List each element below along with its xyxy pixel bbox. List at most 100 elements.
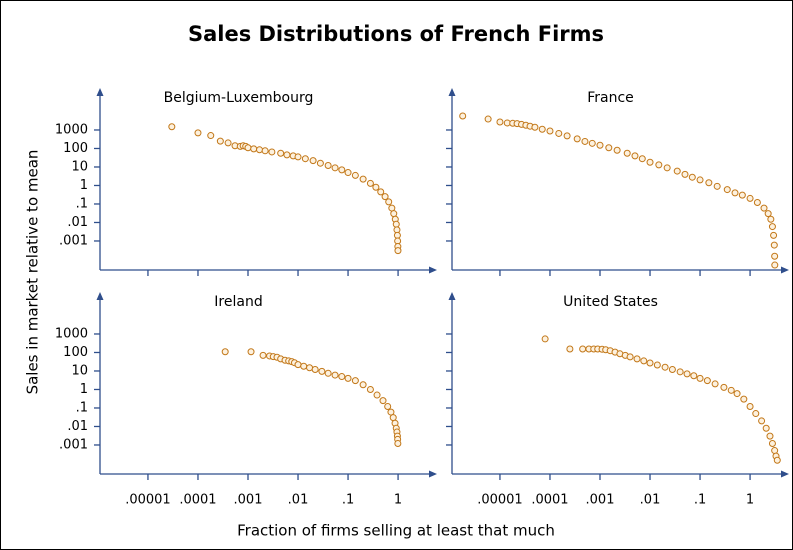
point [613,146,621,154]
point [773,456,781,464]
point [673,167,681,175]
point [760,204,768,212]
axis-arrow [781,266,789,274]
y-tick-label: 1 [80,178,88,193]
point [771,252,779,260]
y-tick-label: 1000 [55,326,88,341]
point [338,373,346,381]
point [377,188,385,196]
point [344,374,352,382]
point [484,115,492,123]
point [359,381,367,389]
point [381,193,389,201]
point [338,166,346,174]
point [581,137,589,145]
point [767,215,775,223]
point [723,186,731,194]
point [351,377,359,385]
point [633,355,641,363]
point [331,164,339,172]
point [596,141,604,149]
point [294,361,302,369]
axis-arrow [96,88,104,96]
point [294,153,302,161]
axis-arrow [429,266,437,274]
point [668,366,676,374]
point [194,129,202,137]
point [740,395,748,403]
point [638,155,646,163]
point [546,127,554,135]
x-tick-label: 1 [746,493,754,508]
point [250,145,258,153]
point [372,183,380,191]
point [531,123,539,131]
point [538,125,546,133]
x-tick-label: .00001 [125,493,171,508]
panel-title: Belgium-Luxembourg [164,90,314,106]
x-tick-label: .1 [342,493,354,508]
point [207,132,215,140]
y-tick-label: .001 [59,233,88,248]
point [676,368,684,376]
point [688,173,696,181]
point [771,447,779,455]
point [392,220,400,228]
point [311,366,319,374]
y-tick-label: .01 [67,215,88,230]
panel-title: United States [563,294,658,310]
point [746,403,754,411]
y-tick-label: 100 [63,141,88,156]
point [366,179,374,187]
point [738,191,746,199]
point [640,357,648,365]
point [753,199,761,207]
point [720,383,728,391]
axis-arrow [429,470,437,478]
y-tick-label: .1 [76,196,88,211]
y-tick-label: .01 [67,419,88,434]
point [394,247,402,255]
point [703,377,711,385]
x-tick-label: 1 [394,493,402,508]
point [770,241,778,249]
point [696,176,704,184]
point [309,157,317,165]
point [394,440,402,448]
point [496,118,504,126]
point [300,362,308,370]
point [696,374,704,382]
point [324,369,332,377]
point [626,353,634,361]
x-tick-label: .001 [586,493,615,508]
point [631,152,639,160]
point [579,345,587,353]
point [711,380,719,388]
point [588,139,596,147]
y-tick-label: 100 [63,345,88,360]
point [605,144,613,152]
point [351,171,359,179]
point [168,123,176,131]
point [283,151,291,159]
panel-title: France [587,90,634,106]
point [771,261,779,269]
y-tick-label: 1000 [55,122,88,137]
point [261,147,269,155]
point [256,146,264,154]
point [221,348,229,356]
y-tick-label: 1 [80,382,88,397]
point [573,135,581,143]
point [563,132,571,140]
point [301,155,309,163]
point [655,161,663,169]
point [459,112,467,120]
point [366,385,374,393]
point [690,372,698,380]
axis-arrow [96,292,104,300]
point [661,363,669,371]
point [752,410,760,418]
point [762,424,770,432]
point [768,440,776,448]
point [663,164,671,172]
